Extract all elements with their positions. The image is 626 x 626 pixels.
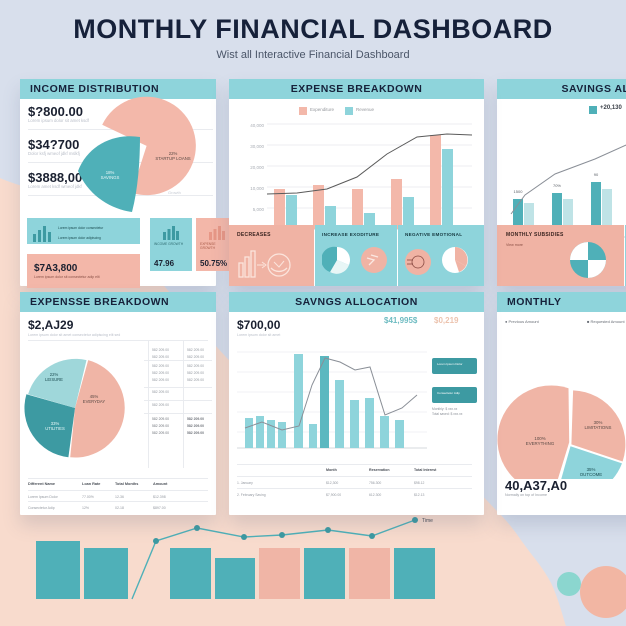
svg-text:90: 90 (594, 172, 599, 177)
svg-text:30,000: 30,000 (250, 144, 264, 149)
svg-text:5,000: 5,000 (253, 207, 265, 212)
svg-text:40,000: 40,000 (250, 123, 264, 128)
svg-text:UTILITIES: UTILITIES (45, 426, 65, 431)
svg-text:Time: Time (422, 518, 433, 524)
svg-text:SAVINGS: SAVINGS (101, 175, 120, 180)
svg-text:LEISURE: LEISURE (45, 377, 63, 382)
svg-text:1500: 1500 (514, 189, 524, 194)
svg-text:OUTCOME: OUTCOME (580, 472, 603, 477)
svg-text:EVERYTHING: EVERYTHING (526, 441, 555, 446)
svg-text:STARTUP LOANS: STARTUP LOANS (155, 156, 190, 161)
svg-text:10,000: 10,000 (250, 186, 264, 191)
svg-text:EVERYDAY: EVERYDAY (83, 399, 106, 404)
svg-text:20,000: 20,000 (250, 165, 264, 170)
svg-text:70%: 70% (553, 183, 561, 188)
svg-text:LIMITATIONS: LIMITATIONS (585, 425, 612, 430)
